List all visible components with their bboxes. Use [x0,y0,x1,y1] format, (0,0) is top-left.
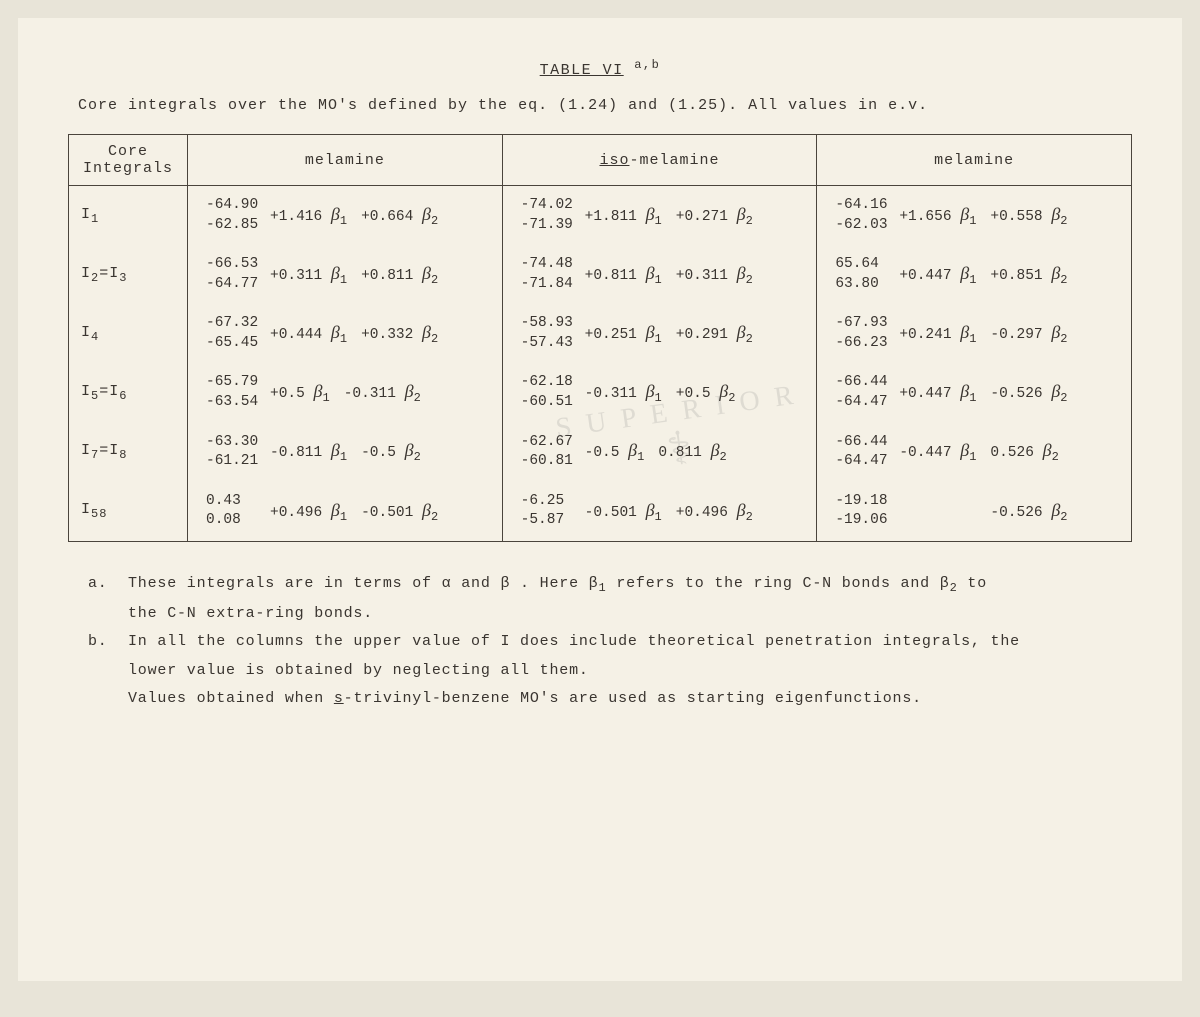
table-row: I2=I3-66.53-64.77+0.311 β1 +0.811 β2-74.… [69,245,1132,304]
table-row: I58 0.43 0.08+0.496 β1 -0.501 β2-6.25-5.… [69,482,1132,542]
cell-iso-melamine: -58.93-57.43+0.251 β1 +0.291 β2 [502,304,817,363]
cell-iso-melamine: -74.02-71.39+1.811 β1 +0.271 β2 [502,186,817,246]
table-header-row: Core Integrals melamine iso-melamine mel… [69,135,1132,186]
footnote-b-label: b. [68,628,128,714]
row-label: I4 [69,304,188,363]
row-label: I2=I3 [69,245,188,304]
table-caption: Core integrals over the MO's defined by … [78,97,1132,114]
col-header-melamine-1: melamine [188,135,503,186]
table-row: I1-64.90-62.85+1.416 β1 +0.664 β2-74.02-… [69,186,1132,246]
table-body: I1-64.90-62.85+1.416 β1 +0.664 β2-74.02-… [69,186,1132,542]
cell-iso-melamine: -74.48-71.84+0.811 β1 +0.311 β2 [502,245,817,304]
cell-melamine-2: -19.18-19.06+0.000 β1 -0.526 β2 [817,482,1132,542]
row-label: I58 [69,482,188,542]
cell-melamine-2: -67.93-66.23+0.241 β1 -0.297 β2 [817,304,1132,363]
footnote-b-text: In all the columns the upper value of I … [128,628,1132,714]
footnote-a-label: a. [68,570,128,628]
footnotes: a. These integrals are in terms of α and… [68,570,1132,714]
row-label: I5=I6 [69,363,188,422]
row-label: I7=I8 [69,423,188,482]
cell-melamine-1: 0.43 0.08+0.496 β1 -0.501 β2 [188,482,503,542]
cell-melamine-1: -63.30-61.21-0.811 β1 -0.5 β2 [188,423,503,482]
cell-melamine-1: -65.79-63.54+0.5 β1 -0.311 β2 [188,363,503,422]
cell-melamine-2: -66.44-64.47-0.447 β1 0.526 β2 [817,423,1132,482]
cell-melamine-1: -66.53-64.77+0.311 β1 +0.811 β2 [188,245,503,304]
iso-suffix: -melamine [629,152,719,169]
cell-melamine-2: 65.64 63.80+0.447 β1 +0.851 β2 [817,245,1132,304]
cell-melamine-1: -67.32-65.45+0.444 β1 +0.332 β2 [188,304,503,363]
col-header-iso-melamine: iso-melamine [502,135,817,186]
cell-iso-melamine: -6.25-5.87-0.501 β1 +0.496 β2 [502,482,817,542]
title-superscript: a,b [634,58,660,72]
iso-prefix: iso [599,152,629,169]
col-header-melamine-2: melamine [817,135,1132,186]
cell-melamine-2: -66.44-64.47+0.447 β1 -0.526 β2 [817,363,1132,422]
cell-iso-melamine: -62.67-60.81-0.5 β1 0.811 β2 [502,423,817,482]
cell-melamine-2: -64.16-62.03+1.656 β1 +0.558 β2 [817,186,1132,246]
footnote-a: a. These integrals are in terms of α and… [68,570,1132,628]
table-title: TABLE VI a,b [68,58,1132,79]
footnote-a-text: These integrals are in terms of α and β … [128,570,1132,628]
cell-iso-melamine: -62.18-60.51-0.311 β1 +0.5 β2 [502,363,817,422]
core-integrals-table: Core Integrals melamine iso-melamine mel… [68,134,1132,542]
table-row: I7=I8-63.30-61.21-0.811 β1 -0.5 β2-62.67… [69,423,1132,482]
col-header-integrals: Core Integrals [69,135,188,186]
document-page: TABLE VI a,b Core integrals over the MO'… [18,18,1182,981]
table-row: I4-67.32-65.45+0.444 β1 +0.332 β2-58.93-… [69,304,1132,363]
row-label: I1 [69,186,188,246]
cell-melamine-1: -64.90-62.85+1.416 β1 +0.664 β2 [188,186,503,246]
footnote-b: b. In all the columns the upper value of… [68,628,1132,714]
title-text: TABLE VI [540,62,624,79]
table-row: I5=I6-65.79-63.54+0.5 β1 -0.311 β2-62.18… [69,363,1132,422]
